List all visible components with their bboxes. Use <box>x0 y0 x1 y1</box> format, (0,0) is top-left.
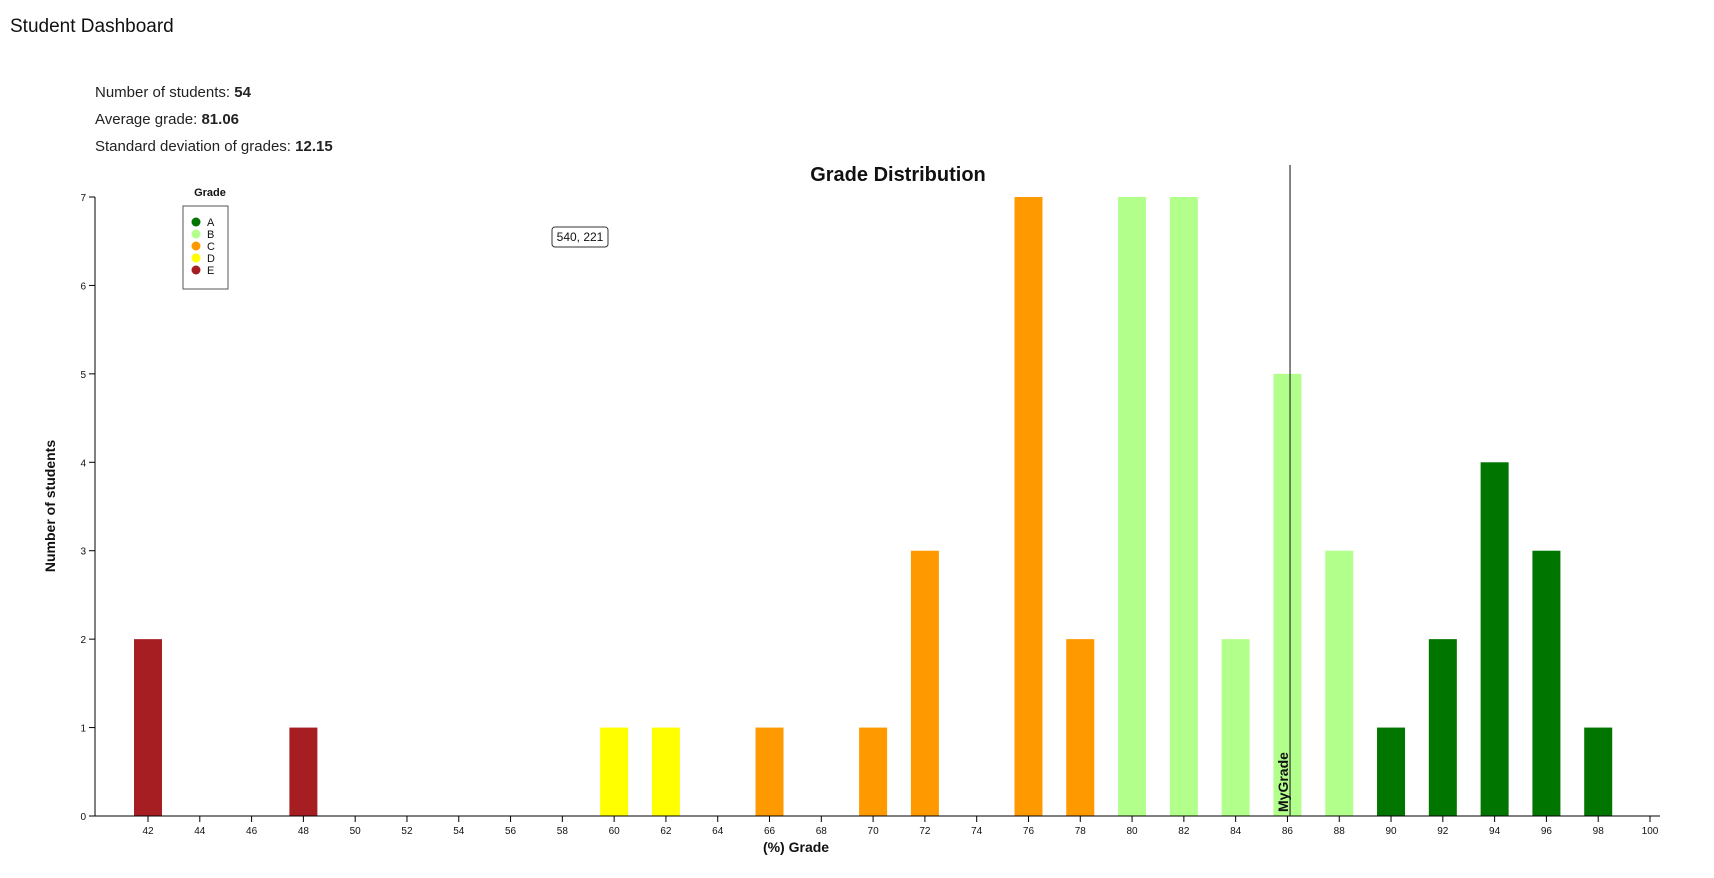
bar-62 <box>651 727 680 816</box>
bar-70 <box>859 727 888 816</box>
legend-swatch-d <box>191 253 201 263</box>
x-axis-label: (%) Grade <box>763 839 829 855</box>
bar-84 <box>1221 639 1250 816</box>
y-axis: 0 1 2 3 4 5 6 7 <box>80 193 96 823</box>
bar-96 <box>1532 550 1561 816</box>
legend-label: B <box>207 229 214 241</box>
y-tick-label: 5 <box>80 370 86 381</box>
bar-78 <box>1066 639 1095 816</box>
x-tick-label: 72 <box>919 826 931 837</box>
x-tick-label: 98 <box>1593 826 1605 837</box>
bar-42 <box>134 639 162 816</box>
x-tick-label: 84 <box>1230 826 1242 837</box>
bar-90 <box>1377 727 1406 816</box>
stat-label: Average grade: <box>95 111 202 128</box>
y-tick-label: 4 <box>80 458 86 469</box>
legend-swatch-e <box>191 265 201 275</box>
y-tick-label: 3 <box>80 547 86 558</box>
bar-48 <box>289 727 318 816</box>
app-title: Student Dashboard <box>10 16 174 37</box>
x-tick-label: 86 <box>1282 826 1294 837</box>
x-tick-label: 80 <box>1127 826 1139 837</box>
x-tick-label: 68 <box>816 826 828 837</box>
bars-group <box>134 197 1613 816</box>
x-tick-label: 90 <box>1385 826 1397 837</box>
mygrade-marker: MyGrade <box>1275 165 1291 816</box>
x-tick-label: 56 <box>505 826 517 837</box>
bar-92 <box>1428 639 1457 816</box>
x-axis: 42 44 46 48 50 52 54 56 58 60 62 64 66 68 70 72 74 76 78 80… <box>95 815 1660 837</box>
legend-swatch-b <box>191 229 201 239</box>
stat-value: 12.15 <box>295 138 333 155</box>
bar-76 <box>1014 197 1043 816</box>
stat-label: Number of students: <box>95 84 235 101</box>
x-tick-label: 44 <box>194 826 206 837</box>
x-tick-label: 82 <box>1178 826 1190 837</box>
bar-86 <box>1273 373 1302 816</box>
bar-60 <box>600 727 629 816</box>
bar-94 <box>1480 462 1509 816</box>
stat-average-grade: Average grade: 81.06 <box>95 109 333 136</box>
x-tick-label: 50 <box>350 826 362 837</box>
x-tick-label: 76 <box>1023 826 1035 837</box>
legend-box <box>182 205 229 290</box>
x-tick-label: 92 <box>1437 826 1449 837</box>
y-tick-label: 0 <box>80 812 86 823</box>
stat-std-deviation: Standard deviation of grades: 12.15 <box>95 136 333 163</box>
chart-title: Grade Distribution <box>810 164 986 186</box>
x-tick-label: 62 <box>660 826 672 837</box>
x-tick-label: 94 <box>1489 826 1501 837</box>
bar-72 <box>910 550 939 816</box>
stat-student-count: Number of students: 54 <box>95 82 333 109</box>
y-tick-label: 7 <box>80 193 86 204</box>
stat-value: 81.06 <box>201 111 240 128</box>
x-tick-label: 52 <box>401 826 413 837</box>
bar-82 <box>1169 197 1198 816</box>
bar-98 <box>1584 727 1613 816</box>
x-tick-label: 58 <box>557 826 569 837</box>
legend-swatch-c <box>191 241 201 251</box>
y-tick-label: 2 <box>80 635 86 646</box>
stat-label: Standard deviation of grades: <box>95 138 296 155</box>
bar-88 <box>1325 550 1354 816</box>
mygrade-label: MyGrade <box>1275 752 1291 812</box>
x-tick-label: 60 <box>609 826 621 837</box>
y-tick-label: 6 <box>80 281 86 292</box>
x-tick-label: 100 <box>1642 826 1659 837</box>
x-tick-label: 78 <box>1075 826 1087 837</box>
legend-label: D <box>207 253 215 265</box>
x-tick-label: 74 <box>971 826 983 837</box>
x-tick-label: 46 <box>246 826 258 837</box>
stats-panel: Number of students: 54 Average grade: 81… <box>95 82 333 163</box>
bar-80 <box>1118 197 1147 816</box>
stat-value: 54 <box>234 84 251 101</box>
x-tick-label: 48 <box>298 826 310 837</box>
legend-title: Grade <box>194 187 226 199</box>
legend-label: C <box>207 241 215 253</box>
legend-label: E <box>207 265 214 277</box>
x-tick-label: 88 <box>1334 826 1346 837</box>
x-tick-label: 96 <box>1541 826 1553 837</box>
tooltip-box <box>551 226 609 248</box>
x-tick-label: 64 <box>712 826 724 837</box>
x-tick-label: 54 <box>453 826 465 837</box>
tooltip: 540, 221 <box>551 226 609 248</box>
tooltip-text: 540, 221 <box>557 230 604 244</box>
x-tick-label: 70 <box>868 826 880 837</box>
x-tick-label: 42 <box>142 826 154 837</box>
y-tick-label: 1 <box>80 724 86 735</box>
legend-swatch-a <box>191 217 201 227</box>
y-axis-label: Number of students <box>42 440 58 572</box>
legend-label: A <box>207 217 215 229</box>
bar-66 <box>755 727 784 816</box>
x-tick-label: 66 <box>764 826 776 837</box>
